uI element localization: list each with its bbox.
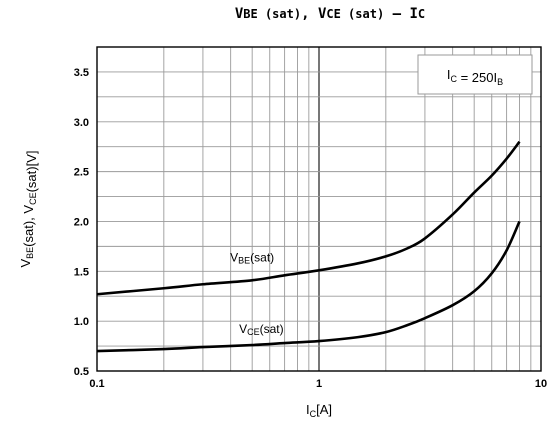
series-label-suffix: (sat) bbox=[250, 250, 274, 264]
y-tick-label: 3.5 bbox=[74, 67, 89, 79]
series-line-1 bbox=[96, 220, 521, 353]
series-label-main: V bbox=[230, 250, 238, 264]
title-text-part: , bbox=[301, 6, 318, 22]
annotation-text-part: = 250I bbox=[457, 70, 497, 85]
y-axis-label-text-part: (sat), bbox=[21, 214, 36, 247]
y-tick-label: 2.5 bbox=[74, 167, 89, 179]
y-axis-label: VBE(sat), VCE(sat)[V] bbox=[18, 150, 39, 267]
title-text-sub: C bbox=[418, 7, 425, 21]
series-line-0 bbox=[96, 140, 521, 296]
y-axis-label-text-sub: CE bbox=[28, 192, 38, 205]
series-group: VBE(sat)VCE(sat) bbox=[96, 140, 521, 353]
y-axis-label-text-part: V bbox=[21, 205, 36, 214]
annotation-text-sub: B bbox=[497, 77, 503, 87]
series-label-1: VCE(sat) bbox=[239, 322, 284, 337]
x-axis-label-text: IC[A] bbox=[306, 402, 332, 419]
x-axis-label-sub: C bbox=[310, 409, 317, 419]
series-label-0: VBE(sat) bbox=[230, 250, 274, 265]
title-text-part: V bbox=[235, 6, 244, 22]
grid-lines bbox=[97, 47, 541, 371]
y-axis-label-text-part: V bbox=[18, 259, 33, 268]
series-label-main: V bbox=[239, 322, 247, 336]
chart-title: VBE (sat), VCE (sat) — IC bbox=[235, 6, 425, 22]
annotation-text-part: I bbox=[447, 67, 451, 82]
series-label-sub: BE bbox=[238, 255, 250, 265]
title-text-part: V bbox=[318, 6, 327, 22]
plot-frame bbox=[96, 46, 542, 372]
y-tick-label: 1.5 bbox=[74, 266, 89, 278]
title-text-sub: CE (sat) bbox=[326, 7, 384, 21]
y-tick-labels: 0.5 1.0 1.5 2.0 2.5 3.0 3.5 bbox=[74, 67, 89, 378]
x-tick-label: 10 bbox=[535, 378, 547, 390]
annotation-box: IC = 250IB bbox=[417, 54, 533, 95]
y-tick-label: 3.0 bbox=[74, 117, 89, 129]
y-axis-label-text-part: (sat)[V] bbox=[24, 150, 39, 192]
series-label-sub: CE bbox=[247, 327, 260, 337]
y-tick-label: 0.5 bbox=[74, 366, 89, 378]
title-text-part: I bbox=[409, 6, 417, 22]
annotation-text: IC = 250IB bbox=[447, 67, 503, 87]
series-label-suffix: (sat) bbox=[260, 322, 284, 336]
title-text-sub: BE (sat) bbox=[243, 7, 301, 21]
y-tick-label: 1.0 bbox=[74, 316, 89, 328]
x-axis-label-main: I bbox=[306, 402, 310, 417]
y-axis-label-text: VBE(sat), VCE(sat)[V] bbox=[18, 150, 39, 267]
title-text: VBE (sat), VCE (sat) — IC bbox=[235, 6, 425, 22]
x-axis-label-suffix: [A] bbox=[316, 402, 332, 417]
annotation-text-sub: C bbox=[450, 74, 457, 84]
x-tick-label: 1 bbox=[316, 378, 322, 390]
x-tick-labels: 0.1 1 10 bbox=[89, 378, 547, 390]
annotation-frame bbox=[417, 54, 533, 95]
y-tick-label: 2.0 bbox=[74, 216, 89, 228]
x-tick-label: 0.1 bbox=[89, 378, 104, 390]
y-axis-label-text-sub: BE bbox=[25, 247, 35, 259]
title-text-part: — bbox=[384, 6, 409, 22]
x-axis-label: IC[A] bbox=[306, 402, 332, 419]
